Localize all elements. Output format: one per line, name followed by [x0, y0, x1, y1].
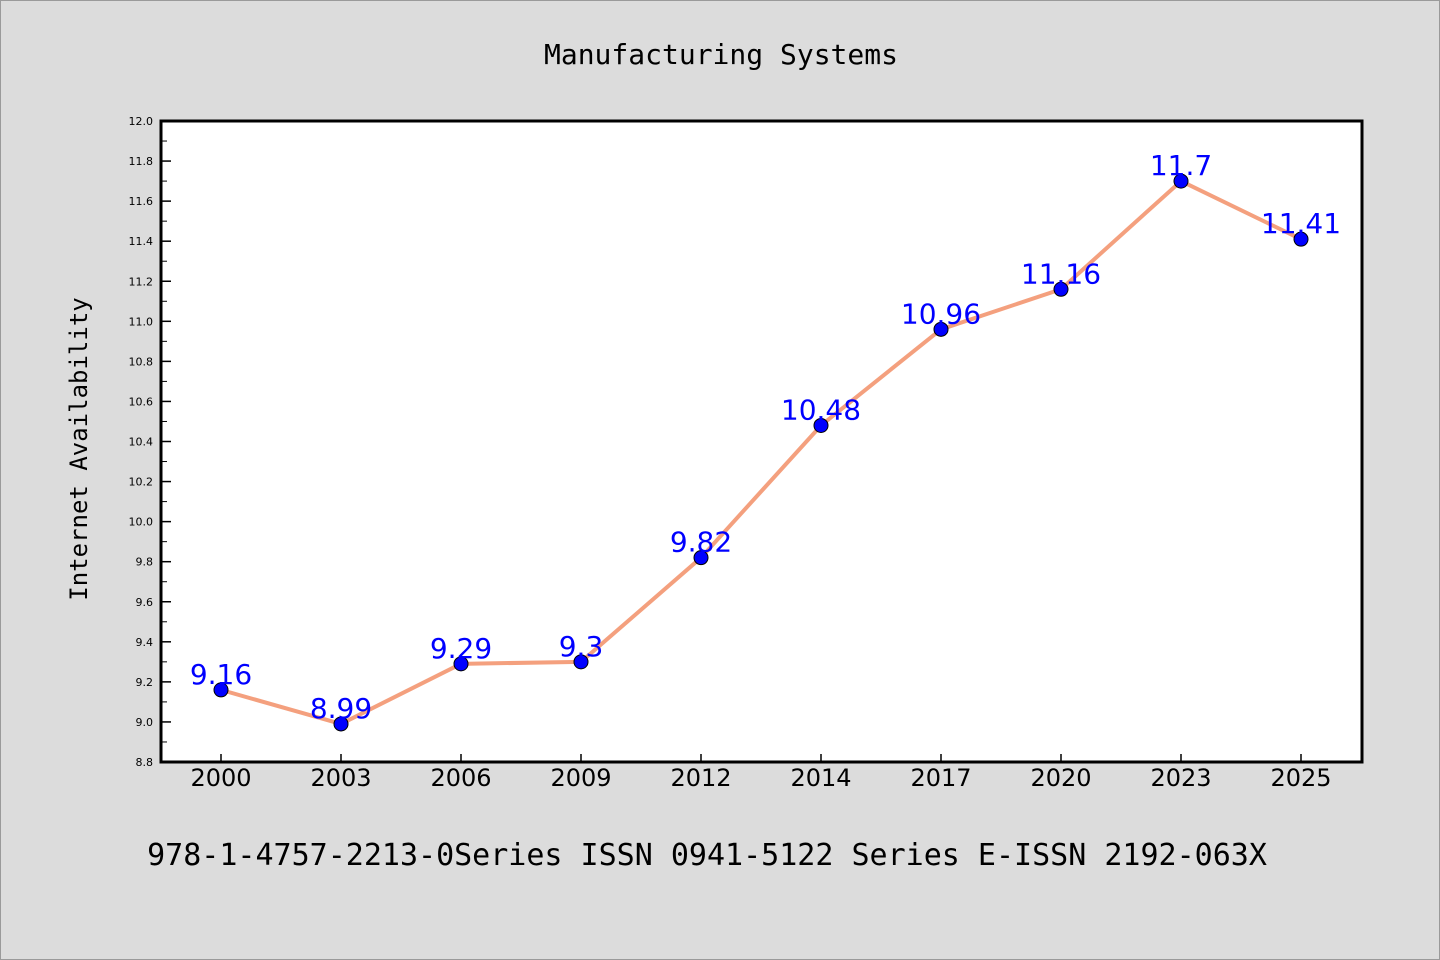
data-point — [1173, 173, 1189, 189]
y-tick-label: 12.0 — [129, 115, 154, 128]
y-axis-label: Internet Availability — [65, 297, 93, 600]
data-label: 10.96 — [901, 297, 981, 330]
y-tick-label: 9.4 — [136, 636, 154, 649]
data-label: 9.82 — [670, 526, 732, 559]
data-label: 11.7 — [1150, 149, 1212, 182]
x-axis: 2000 2003 2006 2009 2012 2014 2017 2020 2023 2025 — [190, 754, 1332, 792]
plot-frame — [159, 119, 1364, 764]
data-point — [693, 550, 709, 566]
data-point — [573, 654, 589, 670]
data-point — [1053, 281, 1069, 297]
data-label: 9.3 — [559, 630, 604, 663]
y-tick-label: 11.6 — [129, 195, 154, 208]
footer-text: 978-1-4757-2213-0Series ISSN 0941-5122 S… — [147, 838, 1267, 873]
y-tick-label: 10.0 — [129, 516, 154, 529]
plot-area — [161, 121, 1362, 762]
data-point — [813, 417, 829, 433]
data-label: 9.16 — [190, 658, 252, 691]
data-label: 11.16 — [1021, 257, 1101, 290]
y-tick-label: 10.2 — [129, 476, 154, 489]
chart-title: Manufacturing Systems — [544, 38, 898, 71]
y-tick-label: 10.6 — [129, 395, 154, 408]
y-tick-label: 11.0 — [129, 315, 154, 328]
y-tick-label: 11.4 — [129, 235, 154, 248]
series-line — [219, 179, 1303, 726]
x-tick-label: 2020 — [1030, 764, 1091, 792]
data-label: 10.48 — [781, 393, 861, 426]
data-label: 8.99 — [310, 692, 372, 725]
y-tick-label: 11.8 — [129, 155, 154, 168]
data-point — [333, 716, 349, 732]
y-tick-label: 9.6 — [136, 596, 154, 609]
y-tick-label: 9.8 — [136, 556, 154, 569]
y-tick-label: 8.8 — [136, 756, 154, 769]
series-line-group — [219, 179, 1303, 726]
data-label: 11.41 — [1261, 207, 1341, 240]
y-tick-label: 9.2 — [136, 676, 154, 689]
x-tick-label: 2000 — [190, 764, 251, 792]
x-tick-label: 2009 — [550, 764, 611, 792]
data-point — [1293, 231, 1309, 247]
x-tick-label: 2006 — [430, 764, 491, 792]
x-tick-label: 2017 — [910, 764, 971, 792]
y-axis: 8.8 9.0 9.2 9.4 9.6 9.8 10.0 10.2 10.4 10.6 10.8 11… — [129, 115, 171, 769]
y-tick-label: 11.2 — [129, 275, 154, 288]
data-labels: 9.16 8.99 9.29 9.3 9.82 10.48 10.96 11.16 11.7 11… — [190, 149, 1341, 725]
data-point — [933, 321, 949, 337]
data-point — [453, 656, 469, 672]
y-tick-label: 10.8 — [129, 355, 154, 368]
y-tick-label: 9.0 — [136, 716, 154, 729]
y-tick-label: 10.4 — [129, 436, 154, 449]
series-markers — [213, 173, 1309, 732]
x-tick-label: 2025 — [1270, 764, 1331, 792]
x-tick-label: 2023 — [1150, 764, 1211, 792]
x-tick-label: 2003 — [310, 764, 371, 792]
data-label: 9.29 — [430, 632, 492, 665]
x-tick-label: 2014 — [790, 764, 851, 792]
data-point — [213, 682, 229, 698]
x-tick-label: 2012 — [670, 764, 731, 792]
